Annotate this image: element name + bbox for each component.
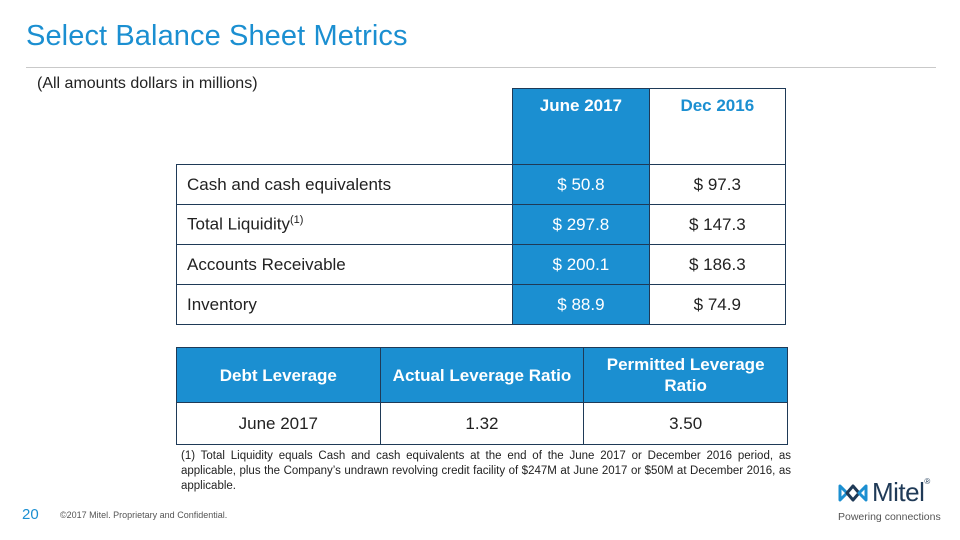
page-title: Select Balance Sheet Metrics — [26, 20, 408, 52]
logo-wordmark: Mitel® — [872, 477, 930, 507]
cell-dec: $ 147.3 — [648, 204, 787, 245]
balance-sheet-table: June 2017 Dec 2016 Cash and cash equival… — [175, 88, 787, 325]
table-row: Inventory $ 88.9 $ 74.9 — [175, 284, 787, 325]
mitel-logo-icon — [838, 484, 868, 502]
header-june-2017: June 2017 — [512, 88, 650, 165]
cell-june: $ 88.9 — [512, 284, 650, 325]
cell-june: $ 200.1 — [512, 244, 650, 285]
header-dec-2016: Dec 2016 — [648, 88, 787, 165]
table-row: Total Liquidity(1) $ 297.8 $ 147.3 — [175, 204, 787, 245]
row-label: Cash and cash equivalents — [175, 164, 514, 205]
cell-dec: $ 74.9 — [648, 284, 787, 325]
header-debt-leverage: Debt Leverage — [176, 347, 381, 403]
footnote: (1) Total Liquidity equals Cash and cash… — [181, 450, 791, 492]
copyright: ©2017 Mitel. Proprietary and Confidentia… — [60, 510, 228, 520]
footnote-marker: (1) — [290, 214, 304, 227]
title-divider — [26, 67, 936, 68]
cell-dec: $ 186.3 — [648, 244, 787, 285]
cell-permitted-ratio: 3.50 — [583, 402, 788, 445]
cell-dec: $ 97.3 — [648, 164, 787, 205]
table-row: Accounts Receivable $ 200.1 $ 186.3 — [175, 244, 787, 285]
row-label: Inventory — [175, 284, 514, 325]
page-number: 20 — [22, 506, 39, 523]
cell-actual-ratio: 1.32 — [379, 402, 585, 445]
cell-period: June 2017 — [176, 402, 381, 445]
header-blank-cell — [177, 89, 513, 165]
table-row: Cash and cash equivalents $ 50.8 $ 97.3 — [175, 164, 787, 205]
cell-june: $ 297.8 — [512, 204, 650, 245]
cell-june: $ 50.8 — [512, 164, 650, 205]
table-row: June 2017 1.32 3.50 — [176, 402, 788, 445]
subtitle: (All amounts dollars in millions) — [37, 75, 258, 92]
debt-leverage-table: Debt Leverage Actual Leverage Ratio Perm… — [176, 347, 788, 445]
logo-tagline: Powering connections — [838, 511, 941, 523]
row-label: Total Liquidity(1) — [175, 204, 514, 245]
header-actual-leverage-ratio: Actual Leverage Ratio — [379, 347, 585, 403]
table-header-row: Debt Leverage Actual Leverage Ratio Perm… — [176, 347, 788, 403]
mitel-logo: Mitel® Powering connections — [838, 477, 941, 525]
row-label: Accounts Receivable — [175, 244, 514, 285]
table-header-row: June 2017 Dec 2016 — [177, 88, 787, 165]
header-permitted-leverage-ratio: Permitted Leverage Ratio — [583, 347, 788, 403]
